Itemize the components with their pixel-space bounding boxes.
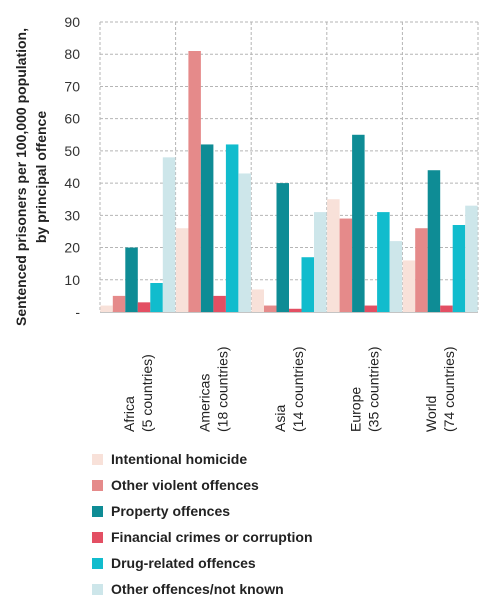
legend-item: Other violent offences [92, 472, 313, 498]
y-tick-label: 90 [64, 14, 80, 30]
legend-item: Financial crimes or corruption [92, 524, 313, 550]
bar [339, 218, 353, 312]
y-tick-label: 30 [64, 207, 80, 223]
legend-swatch [92, 531, 103, 543]
y-tick-label: 70 [64, 78, 80, 94]
y-tick-label: 20 [64, 240, 80, 256]
y-tick-label: 50 [64, 143, 80, 159]
bar [251, 289, 264, 312]
bar [440, 305, 453, 312]
bar [364, 305, 378, 312]
y-tick-label: 60 [64, 111, 80, 127]
bar [377, 212, 390, 312]
category-label: (5 countries) [139, 354, 155, 432]
legend-swatch [92, 453, 103, 465]
bar [389, 241, 403, 312]
bar [402, 260, 416, 312]
legend-item: Drug-related offences [92, 550, 313, 576]
y-tick-label: 10 [64, 272, 80, 288]
legend-label: Other offences/not known [111, 581, 284, 597]
legend-swatch [92, 505, 103, 517]
bar [188, 51, 201, 312]
legend-label: Drug-related offences [111, 555, 256, 571]
y-tick-label: 80 [64, 46, 80, 62]
bar [327, 199, 340, 312]
category-label: Africa [121, 396, 137, 432]
bars [100, 51, 478, 312]
category-label: (74 countries) [441, 346, 457, 432]
bar [289, 308, 302, 312]
bar [352, 134, 365, 312]
legend-label: Other violent offences [111, 477, 259, 493]
legend-swatch [92, 479, 103, 491]
legend-label: Intentional homicide [111, 451, 248, 467]
bar [465, 205, 478, 312]
y-axis-label-line: Sentenced prisoners per 100,000 populati… [13, 28, 29, 326]
bar [150, 283, 163, 312]
bar [213, 295, 226, 312]
category-label: Americas [196, 374, 212, 432]
category-label: (35 countries) [366, 346, 382, 432]
bar [264, 305, 277, 312]
bar [452, 225, 466, 312]
category-label: Asia [272, 405, 288, 432]
legend-swatch [92, 557, 103, 569]
legend-label: Property offences [111, 503, 231, 519]
bar [301, 257, 314, 312]
y-axis-label: Sentenced prisoners per 100,000 populati… [13, 28, 49, 326]
bar-chart: Sentenced prisoners per 100,000 populati… [13, 14, 479, 432]
bar [100, 305, 113, 312]
category-labels: Africa (5 countries) Americas (18 countries… [121, 346, 457, 432]
bar [314, 212, 327, 312]
y-tick-label: - [75, 304, 80, 320]
legend-item: Intentional homicide [92, 446, 313, 472]
category-label: World [423, 396, 439, 432]
legend-item: Other offences/not known [92, 576, 313, 602]
y-axis-label-line: by principal offence [33, 111, 49, 243]
bar [200, 144, 214, 312]
y-ticks: - 10 20 30 40 50 60 70 80 90 [64, 14, 80, 320]
category-label: Europe [348, 387, 364, 432]
bar [112, 295, 126, 312]
legend-label: Financial crimes or corruption [111, 529, 313, 545]
bar [137, 302, 151, 312]
legend-swatch [92, 583, 103, 595]
bar [276, 183, 289, 312]
bar [415, 228, 428, 312]
legend: Intentional homicide Other violent offenc… [92, 446, 313, 602]
bar [238, 173, 251, 312]
bar [162, 157, 176, 312]
y-tick-label: 40 [64, 175, 80, 191]
category-label: (14 countries) [290, 346, 306, 432]
category-label: (18 countries) [214, 346, 230, 432]
bar [125, 247, 138, 312]
bar [427, 170, 441, 312]
legend-item: Property offences [92, 498, 313, 524]
bar [225, 144, 239, 312]
bar [175, 228, 189, 312]
